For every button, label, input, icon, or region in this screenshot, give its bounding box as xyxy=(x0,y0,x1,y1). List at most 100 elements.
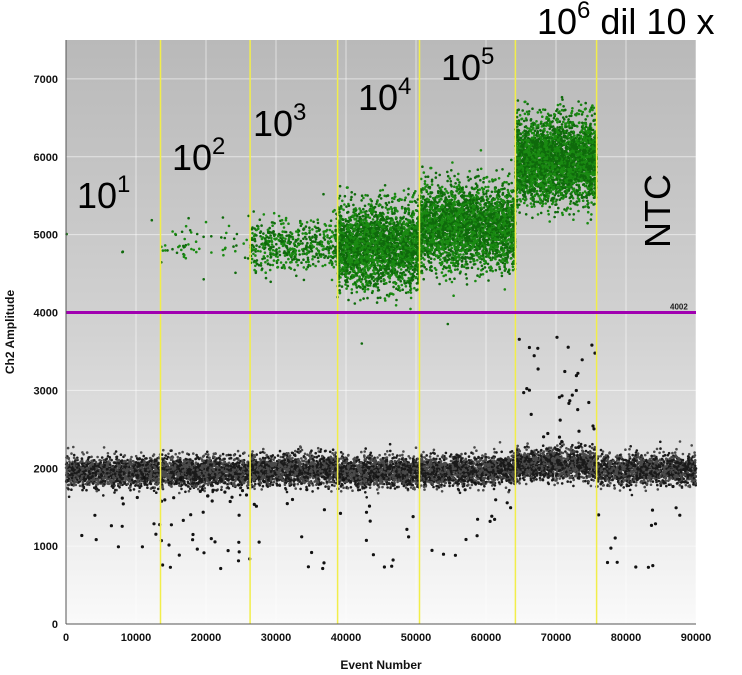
negative-droplet xyxy=(215,475,219,478)
negative-droplet xyxy=(76,466,79,469)
negative-droplet xyxy=(203,487,207,490)
negative-droplet xyxy=(300,482,303,485)
negative-droplet xyxy=(118,486,121,489)
negative-droplet xyxy=(108,456,112,459)
negative-droplet xyxy=(276,471,280,475)
negative-droplet xyxy=(66,446,70,450)
outlier-droplet xyxy=(228,499,232,504)
negative-droplet xyxy=(414,446,418,450)
negative-droplet xyxy=(113,465,117,469)
negative-droplet xyxy=(166,474,169,477)
negative-droplet xyxy=(142,454,145,458)
negative-droplet xyxy=(156,464,159,467)
negative-droplet xyxy=(287,463,291,466)
negative-droplet xyxy=(156,487,160,491)
negative-droplet xyxy=(303,481,306,485)
negative-droplet xyxy=(328,469,331,473)
negative-droplet xyxy=(81,451,84,454)
negative-droplet xyxy=(360,450,363,454)
negative-droplet xyxy=(181,473,184,476)
outlier-droplet xyxy=(318,482,323,486)
negative-droplet xyxy=(310,449,313,453)
negative-droplet xyxy=(123,481,126,485)
negative-droplet xyxy=(386,486,389,489)
negative-droplet xyxy=(152,453,156,456)
negative-droplet xyxy=(231,475,235,479)
negative-droplet xyxy=(169,456,172,459)
negative-droplet xyxy=(313,480,317,483)
negative-droplet xyxy=(67,457,71,461)
negative-droplet xyxy=(232,453,236,457)
negative-droplet xyxy=(331,465,335,469)
negative-droplet xyxy=(269,470,273,473)
negative-droplet xyxy=(316,470,320,473)
negative-droplet xyxy=(309,481,313,484)
negative-droplet xyxy=(97,482,100,486)
negative-droplet xyxy=(264,456,267,460)
negative-droplet xyxy=(328,450,332,454)
negative-droplet xyxy=(131,459,135,463)
negative-droplet xyxy=(277,458,281,462)
negative-droplet xyxy=(114,488,117,492)
negative-droplet xyxy=(196,481,199,485)
negative-droplet xyxy=(305,485,308,489)
negative-droplet xyxy=(140,460,143,464)
outlier-droplet xyxy=(236,559,241,563)
negative-droplet xyxy=(267,470,270,474)
negative-droplet xyxy=(173,467,177,470)
negative-droplet xyxy=(276,483,279,487)
negative-droplet xyxy=(253,471,257,475)
negative-droplet xyxy=(119,470,122,474)
negative-droplet xyxy=(232,481,236,485)
negative-droplet xyxy=(316,446,320,450)
negative-droplet xyxy=(243,463,247,467)
negative-droplet xyxy=(239,486,243,489)
negative-droplet xyxy=(330,490,333,493)
negative-droplet xyxy=(354,481,357,485)
negative-droplet xyxy=(102,484,105,488)
negative-droplet xyxy=(308,475,312,479)
negative-droplet xyxy=(212,452,216,456)
negative-droplet xyxy=(236,468,239,471)
negative-droplet xyxy=(106,464,110,468)
negative-droplet xyxy=(108,478,111,481)
negative-droplet xyxy=(328,477,331,481)
outlier-droplet xyxy=(254,504,258,508)
negative-droplet xyxy=(68,483,71,487)
negative-droplet xyxy=(137,490,141,493)
negative-droplet xyxy=(113,452,116,456)
negative-droplet xyxy=(81,466,85,470)
negative-droplet xyxy=(92,468,96,471)
outlier-droplet xyxy=(168,565,172,569)
negative-droplet xyxy=(88,483,91,487)
negative-droplet xyxy=(139,451,143,454)
negative-droplet xyxy=(106,452,110,455)
negative-droplet xyxy=(303,452,307,456)
negative-droplet xyxy=(234,479,237,483)
negative-droplet xyxy=(156,482,160,486)
negative-droplet xyxy=(267,464,270,468)
negative-droplet xyxy=(247,482,250,486)
negative-droplet xyxy=(189,476,193,479)
negative-droplet xyxy=(326,474,330,478)
negative-droplet xyxy=(287,465,291,469)
negative-droplet xyxy=(281,459,284,463)
outlier-droplet xyxy=(195,547,199,551)
negative-droplet xyxy=(325,458,329,461)
outlier-droplet xyxy=(230,495,234,499)
negative-droplet xyxy=(237,464,241,468)
outlier-droplet xyxy=(181,518,185,523)
negative-droplet xyxy=(85,451,89,454)
negative-droplet xyxy=(220,466,223,469)
negative-droplet xyxy=(202,470,205,473)
negative-droplet xyxy=(260,477,263,481)
negative-droplet xyxy=(132,488,136,491)
negative-droplet xyxy=(214,468,218,471)
outlier-droplet xyxy=(237,550,241,554)
negative-droplet xyxy=(328,467,331,470)
negative-droplet xyxy=(311,484,315,487)
negative-droplet xyxy=(244,478,247,482)
negative-droplet xyxy=(110,482,113,486)
negative-droplet xyxy=(95,489,99,493)
negative-droplet xyxy=(187,453,191,456)
